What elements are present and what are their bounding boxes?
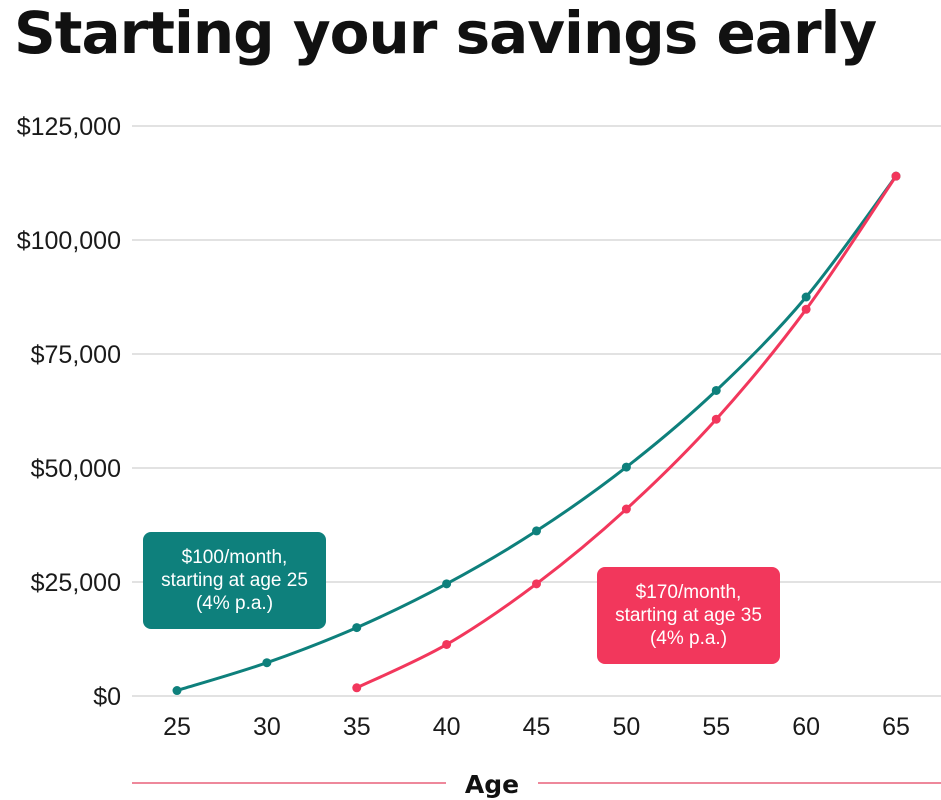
series-line — [355, 174, 898, 690]
x-tick-label: 65 — [882, 713, 910, 741]
y-tick-label: $25,000 — [31, 569, 121, 597]
chart-title: Starting your savings early — [14, 0, 877, 67]
x-axis-title-group: Age — [132, 770, 941, 799]
x-tick-label: 30 — [253, 713, 281, 741]
x-tick-label: 45 — [523, 713, 551, 741]
x-axis-title: Age — [465, 770, 519, 799]
data-point — [711, 385, 721, 395]
data-point — [352, 623, 362, 633]
callout-line: starting at age 25 — [161, 570, 308, 591]
callout-series-25: $100/month, starting at age 25 (4% p.a.) — [143, 532, 326, 629]
x-axis-ticks: 25 30 35 40 45 50 55 60 65 — [163, 713, 910, 741]
data-point — [621, 504, 631, 514]
y-axis-ticks: $0 $25,000 $50,000 $75,000 $100,000 $125,000 — [17, 113, 121, 711]
data-point — [442, 639, 452, 649]
callout-line: starting at age 35 — [615, 605, 762, 626]
x-tick-label: 50 — [612, 713, 640, 741]
series-group — [172, 171, 901, 696]
data-point — [442, 579, 452, 589]
y-tick-label: $50,000 — [31, 455, 121, 483]
x-tick-label: 35 — [343, 713, 371, 741]
x-tick-label: 40 — [433, 713, 461, 741]
x-tick-label: 55 — [702, 713, 730, 741]
y-tick-label: $100,000 — [17, 227, 121, 255]
x-tick-label: 60 — [792, 713, 820, 741]
data-point — [262, 658, 272, 668]
data-point — [352, 683, 362, 693]
data-point — [891, 171, 901, 181]
callout-line: $100/month, — [181, 547, 288, 568]
callout-line: (4% p.a.) — [195, 593, 274, 614]
data-point — [532, 526, 541, 536]
y-tick-label: $0 — [93, 683, 121, 711]
y-tick-label: $125,000 — [17, 113, 121, 141]
callout-line: $170/month, — [635, 582, 742, 603]
data-point — [801, 292, 811, 302]
series-line — [175, 174, 898, 693]
data-point — [801, 304, 811, 314]
data-point — [172, 686, 182, 696]
data-point — [532, 579, 541, 589]
callout-series-35: $170/month, starting at age 35 (4% p.a.) — [597, 567, 780, 664]
data-point — [711, 414, 721, 424]
x-tick-label: 25 — [163, 713, 191, 741]
callout-line: (4% p.a.) — [649, 628, 728, 649]
series-1 — [352, 171, 901, 693]
data-point — [621, 462, 631, 472]
y-tick-label: $75,000 — [31, 341, 121, 369]
